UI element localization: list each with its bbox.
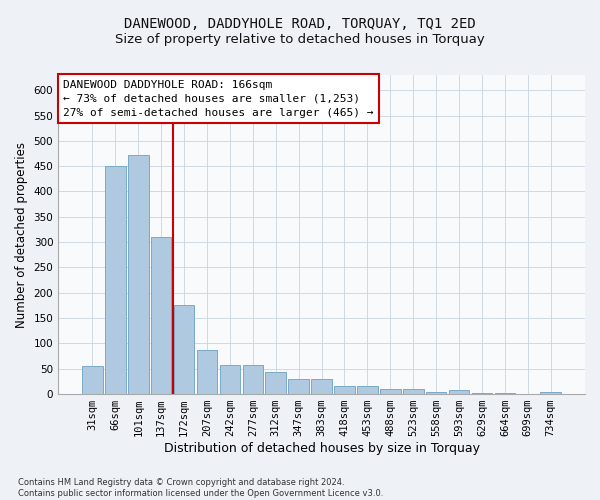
Bar xyxy=(197,350,217,394)
Bar xyxy=(426,392,446,394)
Bar xyxy=(403,389,424,394)
Bar xyxy=(380,389,401,394)
Bar xyxy=(357,386,378,394)
Bar xyxy=(220,364,240,394)
Bar xyxy=(494,393,515,394)
Bar xyxy=(242,364,263,394)
Bar xyxy=(265,372,286,394)
Bar xyxy=(105,166,125,394)
Text: Contains HM Land Registry data © Crown copyright and database right 2024.
Contai: Contains HM Land Registry data © Crown c… xyxy=(18,478,383,498)
Bar xyxy=(449,390,469,394)
Bar xyxy=(311,379,332,394)
Bar xyxy=(151,237,172,394)
Bar xyxy=(472,392,493,394)
Text: DANEWOOD DADDYHOLE ROAD: 166sqm
← 73% of detached houses are smaller (1,253)
27%: DANEWOOD DADDYHOLE ROAD: 166sqm ← 73% of… xyxy=(64,80,374,118)
Bar xyxy=(128,155,149,394)
Y-axis label: Number of detached properties: Number of detached properties xyxy=(15,142,28,328)
Text: Size of property relative to detached houses in Torquay: Size of property relative to detached ho… xyxy=(115,32,485,46)
Text: DANEWOOD, DADDYHOLE ROAD, TORQUAY, TQ1 2ED: DANEWOOD, DADDYHOLE ROAD, TORQUAY, TQ1 2… xyxy=(124,18,476,32)
Bar xyxy=(82,366,103,394)
Bar xyxy=(289,379,309,394)
Bar xyxy=(334,386,355,394)
Bar xyxy=(174,306,194,394)
X-axis label: Distribution of detached houses by size in Torquay: Distribution of detached houses by size … xyxy=(164,442,479,455)
Bar xyxy=(541,392,561,394)
